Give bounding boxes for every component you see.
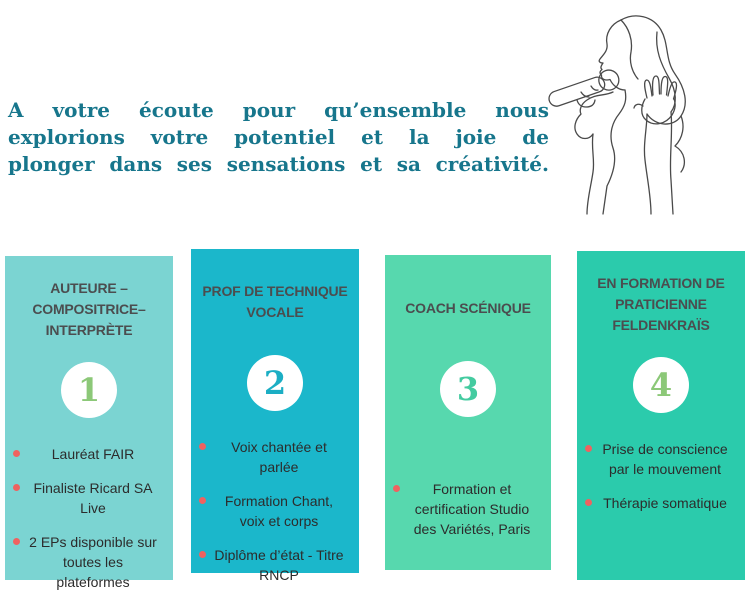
bullet-dot-icon: [199, 443, 206, 450]
card-bullet-list: Prise de conscience par le mouvement Thé…: [577, 439, 745, 513]
card-bullet-list: Formation et certification Studio des Va…: [385, 479, 551, 539]
bullet-dot-icon: [585, 445, 592, 452]
card-number-badge: 4: [633, 357, 689, 413]
card-number-badge: 2: [247, 355, 303, 411]
bullet-dot-icon: [199, 551, 206, 558]
intro-heading: A votre écoute pour qu’ensemble nous exp…: [8, 97, 549, 178]
microphone-icon: [548, 69, 620, 107]
card-prof-technique-vocale: PROF DE TECHNIQUE VOCALE 2 Voix chantée …: [191, 249, 359, 583]
card-formation-feldenkrais: EN FORMATION DE PRATICIENNE FELDENKRAÏS …: [577, 251, 745, 580]
bullet-item: Thérapie somatique: [577, 493, 745, 513]
bullet-item: Lauréat FAIR: [5, 444, 173, 464]
bullet-dot-icon: [585, 499, 592, 506]
card-bullet-list: Lauréat FAIR Finaliste Ricard SA Live 2 …: [5, 444, 173, 592]
bullet-text: 2 EPs disponible sur toutes les platefor…: [29, 534, 157, 590]
bullet-text: Formation et certification Studio des Va…: [413, 481, 531, 537]
bullet-dot-icon: [13, 450, 20, 457]
intro-heading-line: plonger dans ses sensations et sa créati…: [8, 152, 549, 176]
bullet-text: Thérapie somatique: [603, 495, 727, 511]
bullet-text: Voix chantée et parlée: [231, 439, 327, 475]
bullet-text: Diplôme d’état - Titre RNCP: [214, 547, 344, 583]
bullet-item: Prise de conscience par le mouvement: [577, 439, 745, 479]
card-bullet-list: Voix chantée et parlée Formation Chant, …: [191, 437, 359, 585]
bullet-dot-icon: [13, 538, 20, 545]
bullet-text: Lauréat FAIR: [51, 446, 135, 462]
card-title: COACH SCÉNIQUE: [405, 299, 531, 316]
bullet-dot-icon: [199, 497, 206, 504]
card-number-badge: 1: [61, 362, 117, 418]
bullet-item: Diplôme d’état - Titre RNCP: [191, 545, 359, 585]
card-auteure-compositrice-interprete: AUTEURE – COMPOSITRICE– INTERPRÈTE 1 Lau…: [5, 256, 173, 590]
card-coach-scenique: COACH SCÉNIQUE 3 Formation et certificat…: [385, 255, 551, 570]
card-number-badge: 3: [440, 361, 496, 417]
bullet-item: Finaliste Ricard SA Live: [5, 478, 173, 518]
bullet-item: Formation et certification Studio des Va…: [385, 479, 551, 539]
bullet-dot-icon: [393, 485, 400, 492]
bullet-dot-icon: [13, 484, 20, 491]
bullet-text: Finaliste Ricard SA Live: [33, 480, 153, 516]
bullet-item: Voix chantée et parlée: [191, 437, 359, 477]
intro-heading-line: A votre écoute pour qu’ensemble nous: [8, 98, 549, 122]
bullet-text: Formation Chant, voix et corps: [224, 493, 334, 529]
intro-heading-line: explorions votre potentiel et la joie de: [8, 125, 549, 149]
card-title: AUTEURE – COMPOSITRICE– INTERPRÈTE: [32, 279, 146, 338]
bullet-item: Formation Chant, voix et corps: [191, 491, 359, 531]
singer-line-art-illustration: [535, 2, 745, 217]
card-title: PROF DE TECHNIQUE VOCALE: [202, 283, 348, 320]
card-title: EN FORMATION DE PRATICIENNE FELDENKRAÏS: [597, 274, 725, 333]
bullet-text: Prise de conscience par le mouvement: [602, 441, 728, 477]
bullet-item: 2 EPs disponible sur toutes les platefor…: [5, 532, 173, 592]
